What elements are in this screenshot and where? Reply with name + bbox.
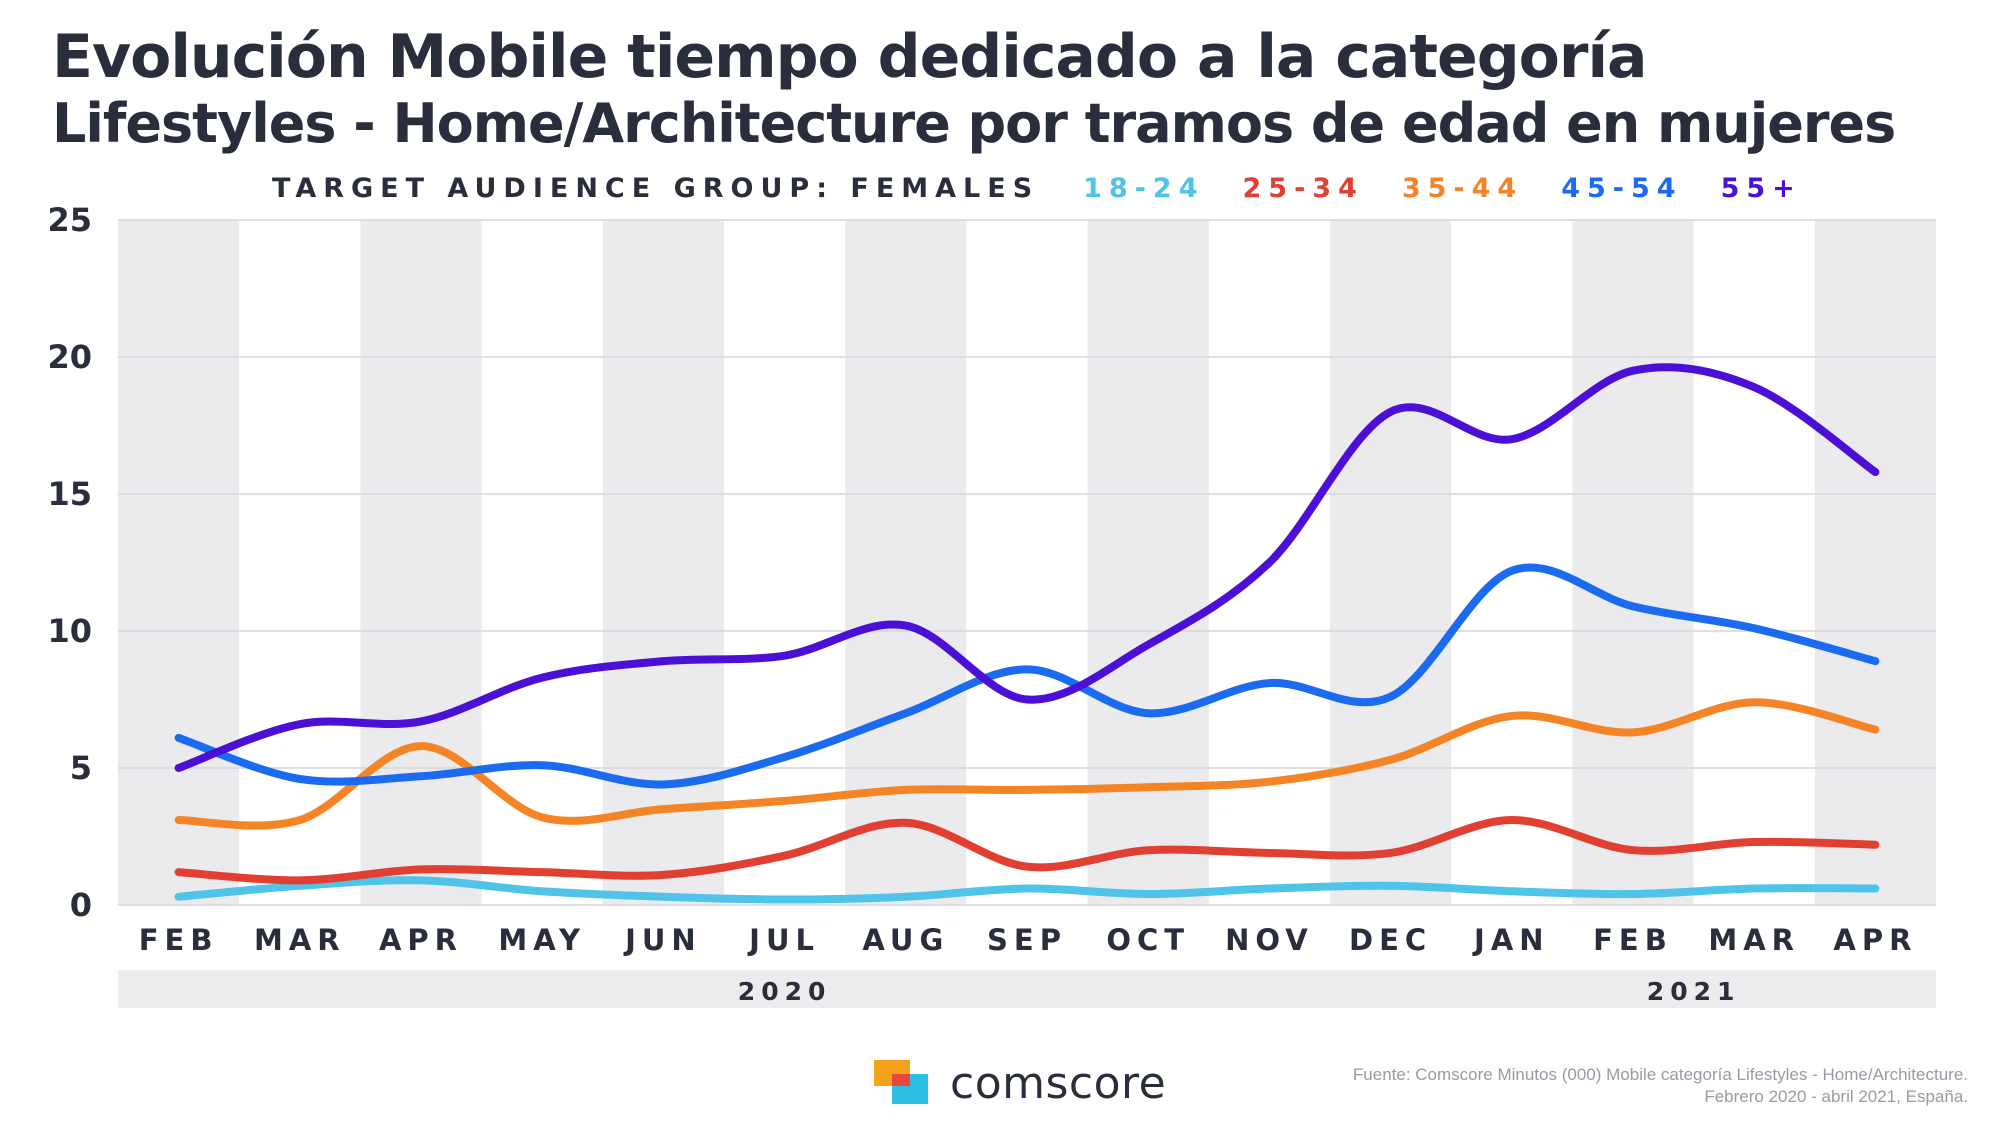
year-group-label: 2021: [1647, 977, 1741, 1006]
year-group-label: 2020: [738, 977, 832, 1006]
x-tick-label: MAY: [498, 923, 586, 957]
legend-title: TARGET AUDIENCE GROUP: FEMALES: [272, 172, 1040, 204]
x-tick-label: NOV: [1225, 923, 1314, 957]
legend-item-2: 35-44: [1401, 172, 1524, 204]
column-band: [360, 220, 482, 905]
legend-item-1: 25-34: [1242, 172, 1364, 204]
x-tick-label: JUN: [623, 923, 702, 957]
series-line-0: [174, 876, 1880, 904]
series-line-1: [174, 816, 1880, 885]
source-line-1: Fuente: Comscore Minutos (000) Mobile ca…: [1352, 1065, 1968, 1084]
legend-item-0: 18-24: [1083, 172, 1205, 204]
y-tick-label: 5: [70, 749, 92, 787]
series-line-3: [174, 563, 1880, 789]
x-tick-label: FEB: [1593, 923, 1673, 957]
x-tick-label: APR: [379, 923, 463, 957]
column-band: [1814, 220, 1936, 905]
series-line-2: [174, 698, 1880, 830]
y-tick-label: 20: [47, 338, 92, 376]
column-band: [845, 220, 967, 905]
series-line-4: [174, 363, 1880, 772]
source-note: Fuente: Comscore Minutos (000) Mobile ca…: [1353, 1064, 1968, 1108]
column-band: [1330, 220, 1452, 905]
x-tick-label: MAR: [254, 923, 346, 957]
chart-title: Evolución Mobile tiempo dedicado a la ca…: [52, 22, 1648, 92]
x-tick-label: JUL: [747, 923, 820, 957]
x-tick-label: APR: [1833, 923, 1917, 957]
source-line-2: Febrero 2020 - abril 2021, España.: [1704, 1087, 1968, 1106]
y-tick-label: 25: [47, 201, 92, 239]
comscore-logo-icon: [874, 1060, 928, 1104]
column-band: [1087, 220, 1209, 905]
x-tick-label: MAR: [1708, 923, 1800, 957]
legend-item-3: 45-54: [1561, 172, 1683, 204]
x-tick-label: SEP: [987, 923, 1067, 957]
brand-name: comscore: [950, 1058, 1167, 1109]
y-tick-label: 15: [47, 475, 92, 513]
x-tick-label: DEC: [1349, 923, 1432, 957]
column-band: [602, 220, 724, 905]
column-band: [118, 220, 240, 905]
y-tick-label: 10: [47, 612, 92, 650]
legend: TARGET AUDIENCE GROUP: FEMALES 18-24 25-3…: [272, 168, 1840, 208]
year-group-bar: [118, 970, 1452, 1008]
x-tick-label: JAN: [1472, 923, 1550, 957]
x-tick-label: FEB: [139, 923, 219, 957]
column-band: [1572, 220, 1694, 905]
x-tick-label: OCT: [1106, 923, 1190, 957]
x-tick-label: AUG: [862, 923, 949, 957]
y-tick-label: 0: [70, 886, 92, 924]
chart-subtitle: Lifestyles - Home/Architecture por tramo…: [52, 92, 1896, 155]
logo-shape-red: [892, 1074, 910, 1086]
legend-item-4: 55+: [1720, 172, 1802, 204]
year-group-bar: [1451, 970, 1936, 1008]
